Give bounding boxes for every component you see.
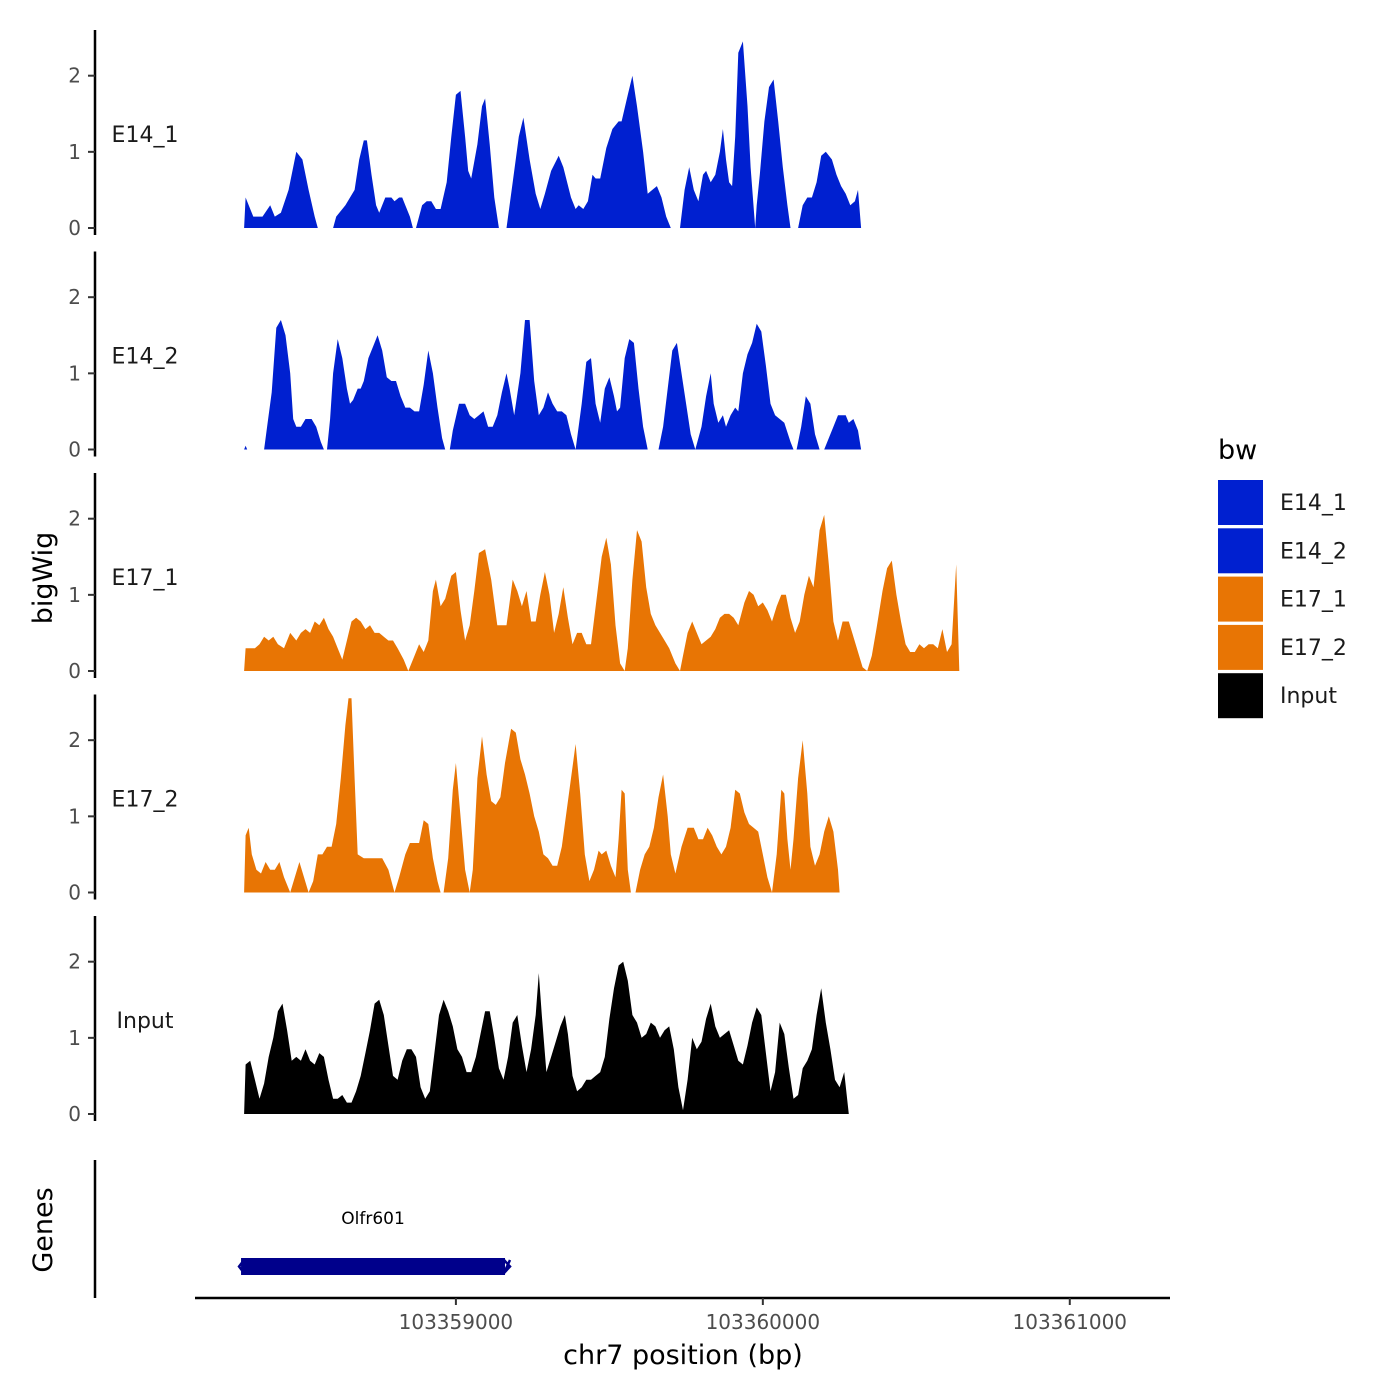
track-label: E17_1	[112, 566, 179, 591]
series-area-E14_2	[244, 320, 862, 450]
track-E14_1: 0 1 2 E14_1	[68, 30, 862, 240]
track-E17_2: 0 1 2 E17_2	[68, 694, 840, 905]
y-tick-label: 2	[68, 64, 81, 88]
genes-track: Olfr601	[93, 1160, 512, 1298]
track-label: Input	[117, 1009, 174, 1034]
track-E14_2: 0 1 2 E14_2	[68, 251, 862, 462]
legend-entry-E14_2: E14_2	[1218, 528, 1347, 574]
gene-body	[241, 1258, 506, 1275]
track-label: E14_1	[112, 123, 179, 148]
y-tick-label: 0	[68, 659, 81, 683]
series-area-E17_1	[244, 514, 960, 671]
y-tick-label: 1	[68, 361, 81, 385]
gene-Olfr601: Olfr601	[237, 1209, 512, 1275]
y-tick-label: 2	[68, 507, 81, 531]
series-area-E14_1	[244, 41, 862, 229]
x-tick-label: 103359000	[399, 1310, 514, 1334]
legend-entry-E17_1: E17_1	[1218, 576, 1347, 622]
y-tick-label: 2	[68, 728, 81, 752]
legend-entry-E14_1: E14_1	[1218, 480, 1347, 525]
bigwig-tracks: 0 1 2 E14_1 0 1 2 E14_2 0 1 2 E17_1 0 1 2 E17_2 0 1 2 Input	[68, 30, 960, 1126]
legend-swatch	[1218, 624, 1263, 670]
y-tick-label: 1	[68, 804, 81, 828]
x-axis: 103359000 103360000 103361000	[195, 1296, 1170, 1334]
legend-swatch	[1218, 576, 1263, 622]
x-tick-label: 103361000	[1013, 1310, 1128, 1334]
y-tick-label: 2	[68, 950, 81, 974]
series-area-Input	[244, 961, 849, 1114]
y-tick-label: 0	[68, 881, 81, 905]
y-tick-label: 0	[68, 216, 81, 240]
legend-swatch	[1218, 673, 1263, 719]
y-axis-title: bigWig	[28, 532, 59, 625]
x-tick-label: 103360000	[706, 1310, 821, 1334]
legend-label: E14_2	[1280, 539, 1347, 564]
y-tick-label: 2	[68, 285, 81, 309]
genes-axis-title: Genes	[28, 1187, 59, 1272]
y-tick-label: 0	[68, 1102, 81, 1126]
legend-label: Input	[1280, 684, 1337, 709]
y-tick-label: 0	[68, 438, 81, 462]
legend: bw E14_1 E14_2 E17_1 E17_2 Input	[1218, 435, 1347, 719]
y-tick-label: 1	[68, 140, 81, 164]
track-label: E14_2	[112, 345, 179, 370]
y-tick-label: 1	[68, 583, 81, 607]
legend-label: E17_2	[1280, 636, 1347, 661]
legend-entry-Input: Input	[1218, 673, 1337, 719]
track-Input: 0 1 2 Input	[68, 916, 849, 1126]
legend-entry-E17_2: E17_2	[1218, 624, 1347, 670]
series-area-E17_2	[244, 698, 840, 893]
legend-swatch	[1218, 480, 1263, 525]
track-label: E17_2	[112, 788, 179, 813]
legend-label: E14_1	[1280, 491, 1347, 516]
legend-swatch	[1218, 528, 1263, 574]
gene-label: Olfr601	[341, 1209, 405, 1229]
gene-strand-marker	[237, 1259, 246, 1274]
gene-strand-marker	[502, 1259, 512, 1274]
legend-title: bw	[1218, 435, 1257, 466]
x-axis-title: chr7 position (bp)	[563, 1340, 803, 1371]
track-E17_1: 0 1 2 E17_1	[68, 473, 960, 683]
legend-label: E17_1	[1280, 588, 1347, 613]
y-tick-label: 1	[68, 1026, 81, 1050]
